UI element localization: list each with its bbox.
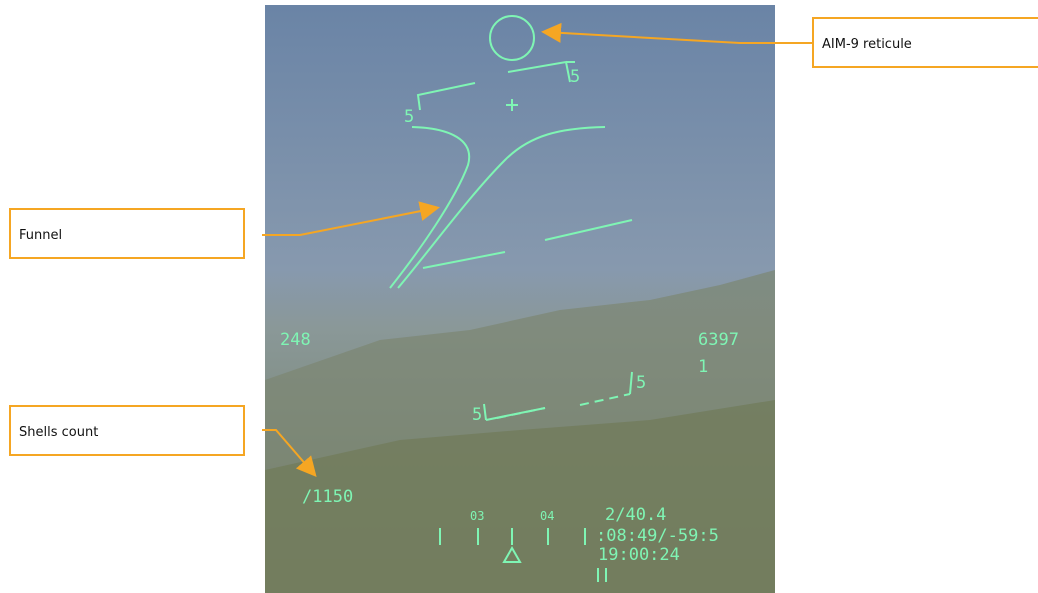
heading-mark: 03 — [470, 509, 484, 523]
pitch-label: 5 — [636, 373, 646, 393]
pitch-label: 5 — [472, 405, 482, 425]
shells-count: /1150 — [302, 487, 353, 507]
pitch-label: 5 — [570, 67, 580, 87]
info-line: 2/40.4 — [605, 505, 666, 525]
hud-diagram: 248 6397 1 /1150 03 04 2/40.4 :08:49/-59… — [0, 0, 1038, 593]
callout-label: Funnel — [19, 228, 62, 243]
pitch-label: 5 — [404, 107, 414, 127]
airspeed: 248 — [280, 330, 311, 350]
altitude-sub: 1 — [698, 357, 708, 377]
callout-label: AIM-9 reticule — [822, 37, 912, 52]
heading-mark: 04 — [540, 509, 554, 523]
info-line: 19:00:24 — [598, 545, 680, 565]
info-line: :08:49/-59:5 — [596, 526, 719, 546]
callout-label: Shells count — [19, 425, 98, 440]
altitude: 6397 — [698, 330, 739, 350]
